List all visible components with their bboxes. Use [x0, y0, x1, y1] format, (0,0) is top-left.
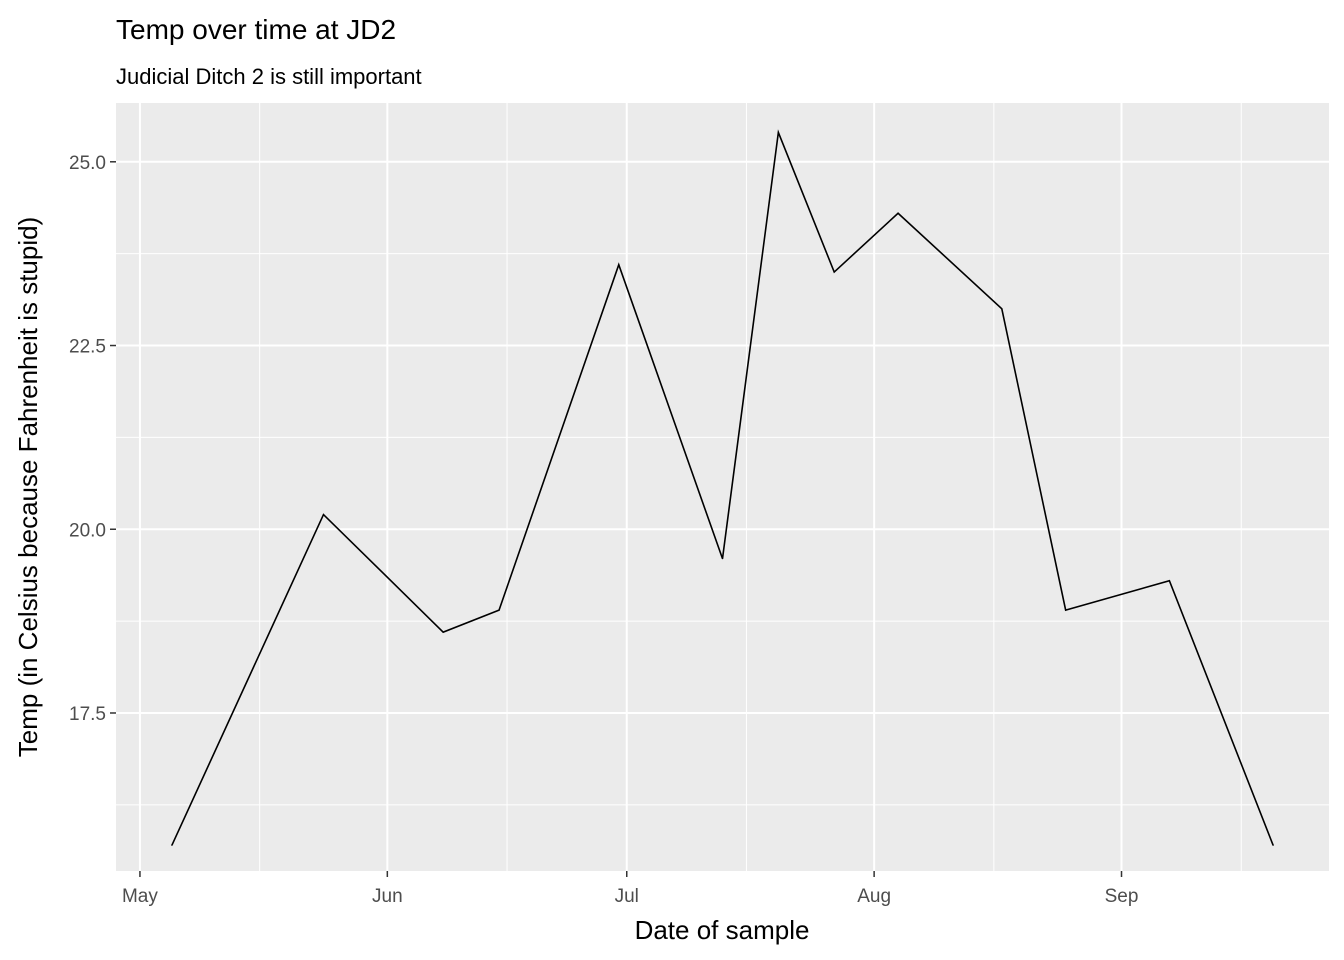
series-layer — [171, 129, 1274, 846]
major-gridlines-y — [116, 160, 1329, 714]
y-tick-label: 20.0 — [69, 520, 106, 541]
data-point — [1168, 580, 1170, 582]
y-tick-label: 17.5 — [69, 704, 106, 725]
x-tick-label: Jul — [615, 886, 639, 907]
chart-subtitle: Judicial Ditch 2 is still important — [116, 64, 422, 89]
data-point — [498, 609, 500, 611]
data-point — [1272, 844, 1274, 846]
chart-title: Temp over time at JD2 — [116, 14, 396, 45]
y-tick-label: 25.0 — [69, 153, 106, 174]
x-tick-label: Aug — [857, 886, 891, 907]
y-axis-title: Temp (in Celsius because Fahrenheit is s… — [13, 217, 43, 757]
data-point — [442, 631, 444, 633]
data-point — [1001, 308, 1003, 310]
data-point — [171, 844, 173, 846]
minor-gridlines-x — [259, 103, 1242, 871]
data-point — [1065, 609, 1067, 611]
x-tick-label: Jun — [372, 886, 403, 907]
x-tick-label: May — [122, 886, 158, 907]
plot-panel — [116, 103, 1329, 871]
x-tick-label: Sep — [1105, 886, 1139, 907]
data-point — [777, 131, 779, 133]
data-point — [322, 513, 325, 516]
y-axis: 17.5 20.0 22.5 25.0 — [69, 153, 116, 725]
x-axis: May Jun Jul Aug Sep — [122, 871, 1138, 907]
data-point — [618, 264, 620, 266]
data-point — [833, 271, 835, 273]
data-point — [721, 558, 724, 560]
y-tick-label: 22.5 — [69, 337, 106, 358]
x-axis-title: Date of sample — [635, 915, 810, 945]
data-point — [897, 212, 899, 214]
minor-gridlines-y — [116, 253, 1329, 806]
major-gridlines-x — [138, 103, 1123, 871]
